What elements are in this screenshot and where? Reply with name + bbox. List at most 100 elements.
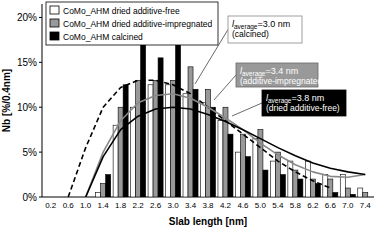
bar (368, 197, 373, 198)
x-tick-label: 1.0 (80, 201, 92, 210)
x-tick-label: 7.0 (342, 201, 354, 210)
y-tick (39, 107, 42, 108)
bar (298, 179, 303, 197)
x-tick-label: 0.2 (45, 201, 57, 210)
bar (136, 80, 141, 197)
bar (235, 152, 240, 197)
bar (148, 85, 153, 197)
bar (263, 170, 268, 197)
x-tick-label: 2.2 (133, 201, 145, 210)
bar (245, 157, 250, 197)
bar (153, 80, 158, 197)
y-tick-label: 0% (23, 192, 38, 203)
bar (270, 161, 275, 197)
legend-label: CoMo_AHM dried additive-free (63, 6, 180, 16)
legend-label: CoMo_AHM dried additive-impregnated (63, 19, 213, 29)
legend: CoMo_AHM dried additive-free CoMo_AHM dri… (46, 2, 218, 45)
y-tick (39, 197, 42, 198)
bar (61, 197, 66, 198)
bar (141, 44, 146, 197)
x-tick-label: 0.6 (63, 201, 75, 210)
bar (218, 121, 223, 197)
annotation-value: =3.0 nm (258, 19, 291, 29)
bar (176, 26, 181, 197)
x-tick-label: 3.8 (202, 201, 214, 210)
bar (96, 193, 101, 197)
annotation: laverage=3.8 nm(dried additive-free) (232, 90, 346, 116)
annotation-note: (dried additive-free) (266, 103, 340, 113)
annotation-leader (214, 75, 236, 100)
bar (315, 184, 320, 197)
x-axis-label: Slab length [nm] (169, 216, 247, 227)
annotation-box (228, 16, 302, 43)
y-tick-label: 10% (17, 102, 37, 113)
bar (171, 80, 176, 197)
fit-curve (68, 80, 330, 197)
y-axis (42, 4, 43, 197)
fit-curve (86, 107, 366, 197)
legend-label: CoMo_AHM calcined (63, 32, 143, 42)
x-tick-label: 3.0 (167, 201, 179, 210)
bar (106, 175, 111, 197)
bar (211, 107, 216, 197)
bar (350, 194, 355, 197)
bar (363, 193, 368, 197)
legend-box (46, 2, 218, 45)
x-tick-label: 5.0 (255, 201, 267, 210)
bar (43, 197, 48, 198)
bar (345, 188, 350, 197)
x-tick-label: 7.4 (360, 201, 372, 210)
x-tick-label: 6.6 (325, 201, 337, 210)
legend-swatch (50, 19, 59, 27)
annotation-note: (additive-impregnated) (240, 76, 325, 86)
y-tick (39, 62, 42, 63)
bar (123, 85, 128, 197)
bar (200, 103, 205, 197)
bar (193, 89, 198, 197)
x-tick-label: 1.8 (115, 201, 127, 210)
y-tick-label: 15% (17, 57, 37, 68)
bar (293, 170, 298, 197)
chart: 0%5%10%15%20%0.20.61.01.41.82.22.63.03.4… (0, 0, 378, 229)
bar (78, 197, 83, 198)
y-axis-label: Nb [%/0.4nm] (1, 69, 12, 132)
x-tick-label: 5.4 (272, 201, 284, 210)
annotation-note: (calcined) (232, 29, 269, 39)
bar (333, 193, 338, 197)
bar (53, 197, 58, 198)
bar (48, 197, 53, 198)
bar (101, 184, 106, 197)
y-tick (39, 17, 42, 18)
bar (166, 85, 171, 197)
plot-marks (68, 26, 368, 197)
fit-curve (86, 94, 366, 197)
bar (228, 134, 233, 197)
bar (253, 139, 258, 197)
bar (188, 67, 193, 197)
y-tick (39, 152, 42, 153)
legend-swatch (50, 32, 59, 40)
annotation: laverage=3.0 nm(calcined) (195, 16, 302, 84)
annotation-leader (195, 30, 228, 85)
bar (240, 134, 245, 197)
annotation-box (262, 90, 346, 116)
bar (280, 175, 285, 197)
x-tick-label: 4.2 (220, 201, 232, 210)
bar (158, 58, 163, 197)
bar (88, 197, 93, 198)
legend-swatch (50, 6, 59, 14)
annotation-value: =3.8 nm (292, 93, 325, 103)
x-tick-label: 6.2 (307, 201, 319, 210)
annotation-value: =3.4 nm (266, 66, 299, 76)
bar (71, 197, 76, 198)
bar (358, 188, 363, 197)
annotation-leader (232, 103, 262, 116)
x-tick-label: 4.6 (237, 201, 249, 210)
y-tick-label: 20% (17, 12, 37, 23)
bar (310, 179, 315, 197)
bar (288, 161, 293, 197)
x-tick-label: 5.8 (290, 201, 302, 210)
bar (305, 161, 310, 197)
x-tick-label: 2.6 (150, 201, 162, 210)
y-tick-label: 5% (23, 147, 38, 158)
